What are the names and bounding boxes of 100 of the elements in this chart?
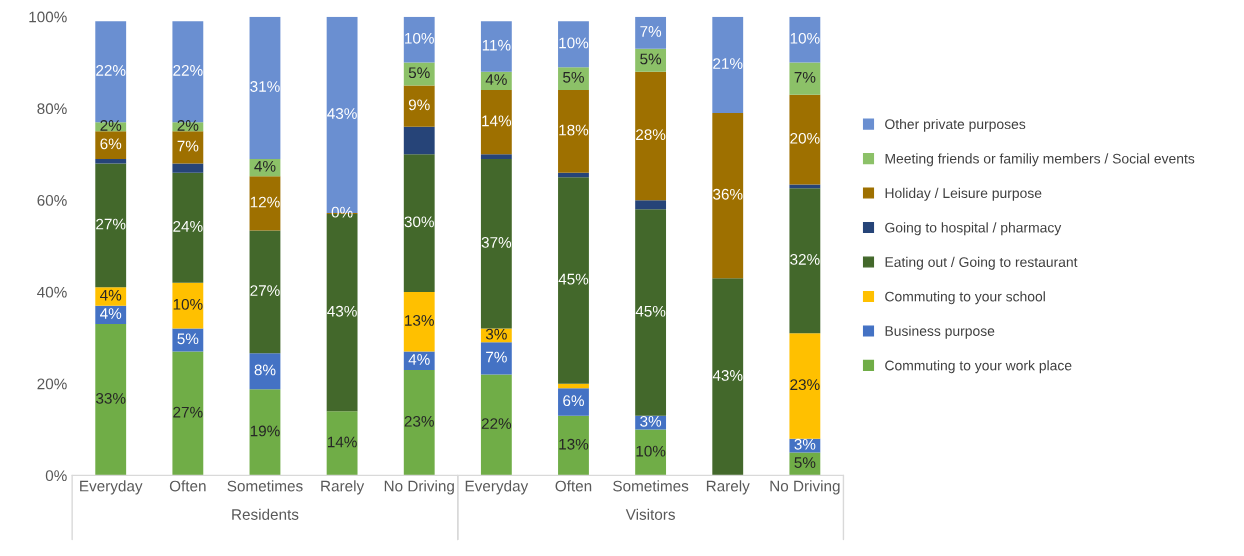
text: Visitors (625, 508, 675, 520)
data-label: 36% (713, 188, 743, 200)
data-label: 30% (404, 216, 434, 228)
legend-label: Eating out / Going to restaurant (885, 256, 1078, 270)
data-label: 14% (482, 115, 512, 127)
bar (789, 16, 821, 63)
data-label: 5% (640, 53, 662, 65)
x-tick-label: Often (169, 480, 206, 492)
bar (635, 71, 667, 201)
data-label: 43% (327, 305, 357, 317)
data-label: 45% (635, 305, 666, 317)
data-label: 43% (712, 370, 743, 381)
x-tick-label: No Driving (384, 480, 454, 495)
data-label: 32% (790, 253, 820, 265)
data-label: 18% (559, 124, 589, 136)
bar (249, 16, 281, 159)
bar (172, 131, 204, 164)
bar (403, 85, 435, 127)
bar (635, 209, 667, 416)
bar (558, 90, 589, 173)
bar (249, 353, 281, 390)
x-tick-label: Sometimes (613, 480, 689, 492)
legend-label: Commuting to your work place (885, 360, 1072, 374)
x-tick-label: Everyday (465, 480, 529, 495)
bar (480, 90, 512, 155)
data-label: 7% (794, 71, 816, 83)
bar (95, 287, 127, 306)
data-label: 10% (559, 37, 589, 49)
data-label: 10% (636, 445, 666, 457)
bar (635, 48, 667, 72)
bar (172, 328, 204, 352)
bar (789, 62, 821, 95)
y-tick-label: 60% (37, 195, 67, 206)
data-label: 22% (481, 418, 512, 429)
bar (558, 21, 589, 68)
data-label: 5% (794, 457, 816, 469)
bar (249, 176, 281, 231)
bar (403, 369, 435, 476)
bar (95, 131, 127, 159)
bar (558, 388, 589, 416)
bar (480, 374, 512, 476)
bar (403, 154, 435, 292)
bar (789, 94, 821, 185)
bar (403, 16, 435, 63)
data-label: 3% (640, 415, 662, 427)
data-label: 5% (408, 67, 430, 79)
data-label: 28% (636, 129, 666, 141)
data-label: 4% (100, 308, 122, 319)
data-label: 8% (254, 364, 276, 376)
bar (789, 333, 821, 439)
bar (789, 452, 821, 476)
data-label: 27% (173, 406, 203, 418)
data-label: 2% (177, 120, 199, 131)
data-label: 27% (250, 285, 280, 296)
bar (326, 411, 358, 476)
bar (403, 126, 435, 155)
bar (558, 67, 589, 91)
data-label: 37% (481, 237, 512, 248)
x-tick-label: No Driving (770, 480, 840, 495)
legend-label: Business purpose (885, 325, 995, 339)
bar (480, 21, 512, 72)
data-label: 6% (563, 395, 584, 407)
data-label: 27% (96, 218, 126, 230)
x-tick-label: Rarely (321, 480, 365, 495)
bar (403, 291, 435, 352)
data-label: 7% (640, 26, 662, 37)
bar (95, 163, 127, 288)
text: Residents (232, 508, 299, 520)
bar (172, 163, 204, 173)
data-label: 2% (100, 120, 122, 131)
bar (558, 415, 589, 476)
bar (172, 282, 204, 329)
legend-label: Other private purposes (885, 118, 1026, 132)
legend-label: Going to hospital / pharmacy (885, 222, 1062, 236)
data-label: 3% (485, 328, 507, 340)
y-tick-label: 40% (37, 286, 67, 298)
legend-label: Holiday / Leisure purpose (885, 187, 1042, 201)
y-tick-label: 100% (29, 11, 67, 23)
data-label: 4% (254, 160, 276, 172)
bar (712, 278, 744, 476)
data-label: 10% (790, 32, 820, 44)
data-label: 4% (408, 354, 430, 365)
bar (249, 230, 281, 354)
data-label: 12% (250, 196, 280, 208)
bar (635, 429, 667, 476)
bar (480, 154, 512, 159)
data-label: 11% (482, 39, 511, 51)
bar (789, 188, 821, 334)
x-tick-label: Rarely (706, 480, 750, 495)
bar (480, 158, 512, 329)
data-label: 14% (327, 436, 357, 448)
data-label: 23% (404, 415, 434, 427)
data-label: 5% (563, 71, 584, 83)
data-label: 21% (713, 58, 743, 69)
y-tick-label: 80% (37, 103, 67, 115)
data-label: 3% (794, 438, 816, 450)
bar (635, 16, 667, 49)
data-label: 22% (96, 65, 126, 76)
y-tick-label: 0% (45, 470, 67, 482)
bar (95, 324, 127, 476)
